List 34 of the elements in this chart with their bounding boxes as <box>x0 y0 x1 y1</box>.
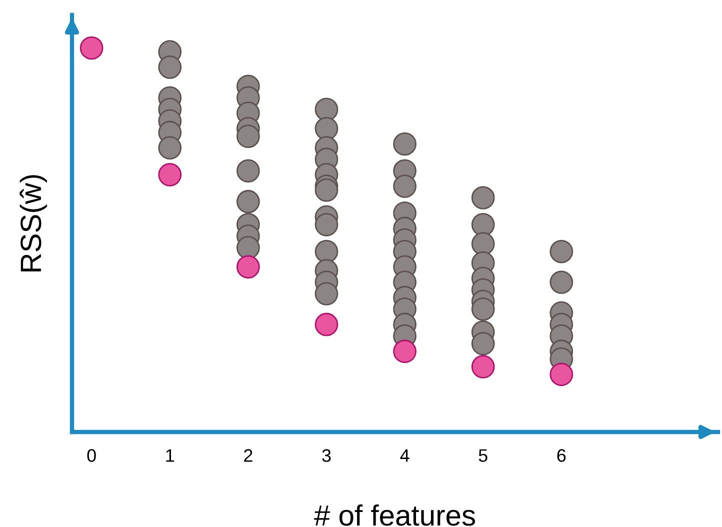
point <box>236 255 260 279</box>
point <box>314 116 338 140</box>
x-tick-label: 0 <box>87 449 96 462</box>
point <box>471 186 495 210</box>
point <box>314 282 338 306</box>
x-tick-label: 1 <box>166 449 174 462</box>
point <box>314 212 338 236</box>
x-tick-label: 5 <box>478 449 488 462</box>
point <box>471 355 495 378</box>
point <box>471 297 495 321</box>
point <box>314 178 338 202</box>
point <box>393 340 416 364</box>
x-axis-title: # of features <box>314 504 476 526</box>
point <box>393 132 416 156</box>
point <box>236 159 260 183</box>
point <box>550 240 574 264</box>
point <box>236 124 260 148</box>
point <box>550 270 574 294</box>
point <box>236 190 260 214</box>
x-tick-label: 3 <box>322 449 331 462</box>
point <box>393 174 416 198</box>
point <box>471 332 495 356</box>
point <box>471 212 495 236</box>
x-tick-label: 4 <box>400 449 410 462</box>
point <box>158 136 182 160</box>
point <box>550 362 574 386</box>
x-tick-label: 2 <box>244 449 252 462</box>
point <box>236 236 260 260</box>
x-tick-label: 6 <box>557 449 566 462</box>
point <box>158 56 182 79</box>
point <box>158 163 182 186</box>
point <box>314 312 338 336</box>
point <box>80 36 104 60</box>
y-axis-title: RSS(ŵ) <box>20 175 47 272</box>
